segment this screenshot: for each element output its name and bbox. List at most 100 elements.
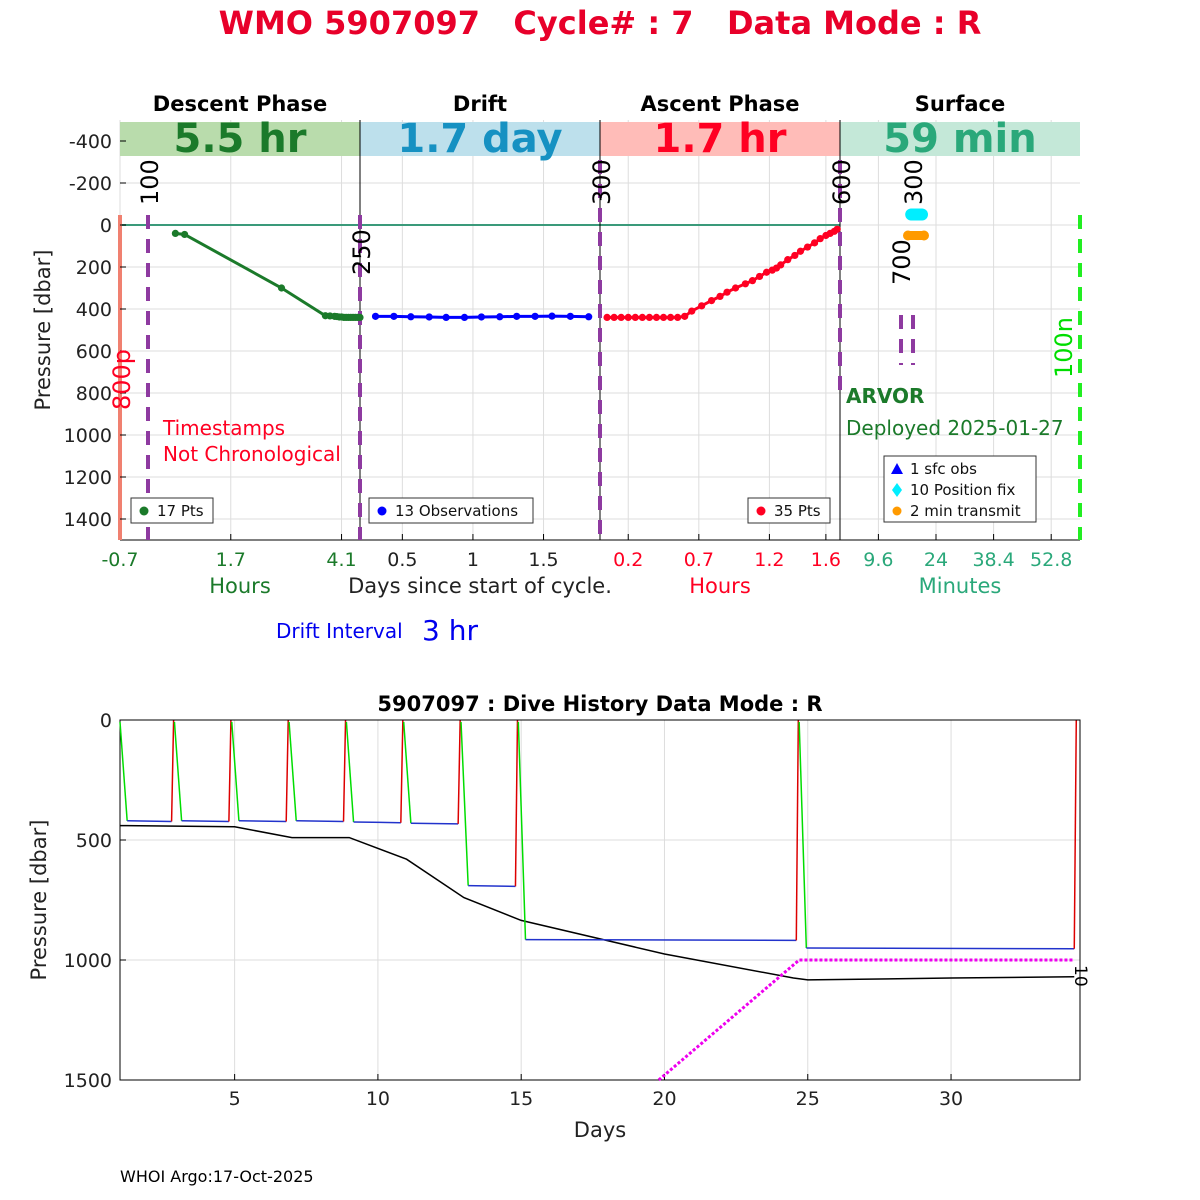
bottom-depth-line [119,824,1075,981]
x-tick-label: 15 [509,1088,533,1110]
data-point [777,261,785,269]
data-point [645,313,654,321]
vertical-annotation: 700 [888,239,916,285]
descent-segment [119,721,128,821]
data-point [796,247,805,255]
descent-segment [231,721,240,821]
data-point [784,256,792,264]
data-point [748,277,757,285]
data-point [707,297,716,305]
ascent-segment [514,720,519,887]
descent-segment [460,721,469,886]
series-line [607,227,839,319]
x-tick-label: 10 [366,1088,390,1110]
data-point [762,268,771,276]
chart-title: 5907097 : Dive History Data Mode : R [377,692,822,716]
data-point [460,313,469,321]
x-tick-label: 30 [939,1088,963,1110]
drift-segment [525,938,797,942]
legend-label: 10 Position fix [910,481,1015,499]
series-line [175,231,360,319]
phase-header: Ascent Phase [641,92,800,116]
x-tick-label: 20 [652,1088,676,1110]
float-model: ARVOR [846,384,924,408]
data-point [833,225,841,233]
x-tick-label: 1.2 [754,549,784,571]
phase-header: Descent Phase [153,92,327,116]
y-tick-label: 0 [100,215,112,237]
data-point [803,243,812,251]
data-point [741,280,750,288]
legend-marker [891,463,903,474]
descent-segment [798,721,808,949]
ascent-segment [1073,720,1078,949]
x-tick-label: -0.7 [101,549,138,571]
y-tick-label: 1500 [64,1070,112,1092]
vertical-annotation: 250 [348,229,376,275]
x-tick-label: 38.4 [972,549,1014,571]
data-point [566,312,574,320]
x-tick-label: 0.2 [613,549,643,571]
y-tick-label: -400 [69,131,112,153]
x-tick-label: 52.8 [1030,549,1072,571]
drift-segment [468,884,516,888]
x-tick-label: 24 [924,549,948,571]
x-axis-label: Days since start of cycle. [348,574,612,598]
y-axis-label: Pressure [dbar] [27,820,51,981]
vertical-annotation: 800p [108,349,136,410]
descent-segment [517,721,527,940]
drift-segment [127,820,172,823]
legend-label: 13 Observations [395,502,518,520]
panel-unit-label: Hours [689,574,751,598]
data-point [390,312,398,320]
descent-segment [173,721,183,821]
legend-label: 17 Pts [157,502,204,520]
y-tick-label: 200 [76,257,112,279]
vertical-annotation: 300 [588,159,616,205]
y-tick-label: 400 [76,299,112,321]
legend-marker [377,506,387,516]
ascent-segment [170,720,175,822]
y-tick-label: 500 [76,830,112,852]
position-fix-marker [916,208,928,221]
legend-label: 35 Pts [774,502,821,520]
data-point [585,313,593,321]
legend-marker [756,506,766,516]
descent-segment [345,721,355,823]
drift-segment [181,820,229,823]
x-tick-label: 1.5 [528,549,558,571]
data-point [356,313,364,321]
timestamps-note: Not Chronological [163,442,341,466]
phase-duration: 1.7 hr [654,116,787,162]
data-point [548,312,556,320]
ascent-segment [285,720,289,822]
data-point [610,313,618,321]
data-point [477,313,486,321]
x-tick-label: 5 [229,1088,241,1110]
phase-band [120,122,360,156]
ascent-segment [228,720,232,822]
phase-header: Surface [915,92,1005,116]
data-point [171,229,179,237]
y-tick-label: 800 [76,383,112,405]
ascent-segment [795,720,800,941]
vertical-annotation: 600 [828,159,856,205]
y-tick-label: 1000 [64,425,112,447]
ascent-segment [342,720,347,822]
descent-segment [288,721,297,821]
data-point [688,307,696,315]
data-point [407,313,415,321]
descent-segment [402,721,412,824]
data-point [674,313,682,321]
drift-segment [410,822,459,825]
x-axis-label: Days [574,1118,626,1142]
data-point [326,312,334,320]
data-point [371,312,380,320]
ascent-segment [457,720,461,824]
phase-band [600,122,840,156]
timestamps-note: Timestamps [162,416,285,440]
x-tick-label: 4.1 [326,549,356,571]
x-tick-label: 1.7 [216,549,246,571]
y-axis-label: Pressure [dbar] [31,250,55,411]
